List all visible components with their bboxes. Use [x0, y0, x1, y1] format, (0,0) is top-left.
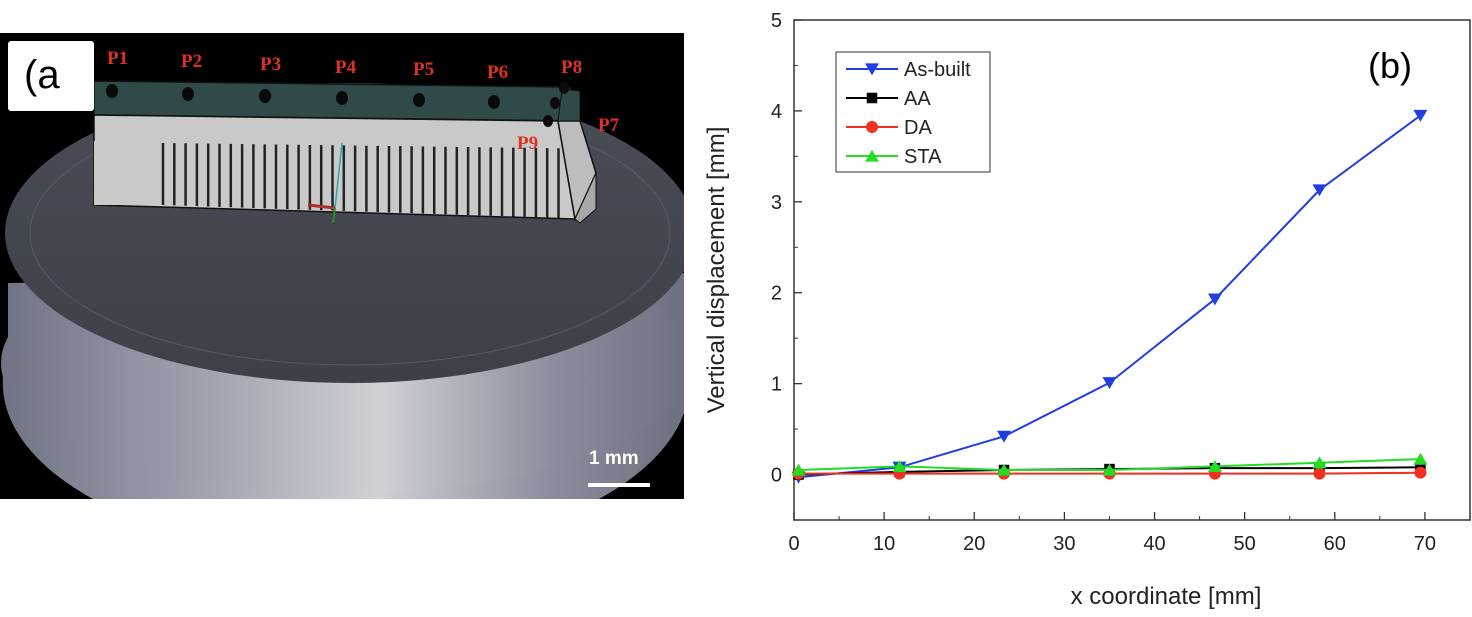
- x-tick-label: 10: [873, 533, 895, 555]
- y-tick-label: 2: [771, 283, 782, 305]
- data-point-as-built: [1102, 377, 1117, 390]
- point-label-p1: P1: [107, 48, 128, 69]
- point-label-p3: P3: [260, 54, 281, 75]
- data-point-sta: [1102, 463, 1117, 476]
- x-tick-label: 50: [1234, 533, 1256, 555]
- y-axis-label: Vertical displacement [mm]: [703, 127, 730, 414]
- panel-a-label: (a: [24, 53, 60, 97]
- x-tick-label: 40: [1143, 533, 1165, 555]
- panel-b-label: (b): [1368, 45, 1412, 86]
- measurement-holes: [106, 82, 569, 127]
- x-tick-label: 70: [1414, 533, 1436, 555]
- legend-label-aa: AA: [904, 88, 931, 110]
- displacement-chart: (b) x coordinate [mm] Vertical displacem…: [703, 10, 1471, 610]
- point-label-p7: P7: [598, 115, 620, 136]
- panel-a-label-box: (a: [8, 41, 94, 111]
- y-tick-label: 4: [771, 101, 782, 123]
- legend-box: [835, 51, 991, 173]
- data-point-sta: [1312, 456, 1327, 469]
- x-tick-label: 60: [1324, 533, 1346, 555]
- x-tick-label: 30: [1053, 533, 1075, 555]
- model-render-image: P1 P2 P3 P4 P5 P6 P7 P8 P9 1 mm: [1, 48, 684, 499]
- panel-a-model-render: P1 P2 P3 P4 P5 P6 P7 P8 P9 1 mm (a: [0, 33, 684, 499]
- legend-marker-da: [866, 121, 878, 133]
- x-axis-label: x coordinate [mm]: [1071, 583, 1262, 610]
- x-tick-label: 20: [963, 533, 985, 555]
- legend-marker-as-built: [865, 63, 879, 76]
- data-point-da: [1414, 466, 1427, 479]
- data-point-as-built: [1312, 184, 1327, 197]
- x-tick-label: 0: [788, 533, 799, 555]
- legend-marker-aa: [866, 92, 878, 104]
- point-label-p6: P6: [487, 62, 508, 83]
- scale-bar: [588, 483, 650, 487]
- data-point-sta: [997, 463, 1012, 476]
- support-slots: [161, 143, 560, 218]
- data-point-sta: [892, 460, 907, 472]
- data-point-da: [1313, 467, 1326, 480]
- data-point-as-built: [1207, 293, 1222, 306]
- point-label-p5: P5: [413, 59, 434, 80]
- point-label-p9: P9: [517, 133, 538, 154]
- data-point-sta: [1207, 460, 1222, 472]
- y-tick-label: 5: [771, 10, 782, 32]
- data-point-sta: [1413, 452, 1428, 465]
- point-label-p4: P4: [335, 57, 357, 78]
- legend-marker-sta: [865, 149, 879, 162]
- point-label-p2: P2: [181, 51, 202, 72]
- plot-frame: [793, 19, 1471, 521]
- data-point-sta: [791, 463, 806, 476]
- panel-b-chart: (b) x coordinate [mm] Vertical displacem…: [700, 0, 1472, 612]
- legend-label-as-built: As-built: [904, 59, 971, 81]
- legend-label-sta: STA: [904, 146, 942, 168]
- point-label-p8: P8: [561, 57, 582, 78]
- scale-bar-label: 1 mm: [589, 448, 639, 469]
- data-point-as-built: [997, 430, 1012, 443]
- y-tick-label: 1: [771, 374, 782, 396]
- legend-label-da: DA: [904, 117, 932, 139]
- data-point-as-built: [1413, 109, 1428, 122]
- axis-triad-icon: [307, 142, 343, 224]
- y-tick-label: 3: [771, 192, 782, 214]
- y-tick-label: 0: [771, 465, 782, 487]
